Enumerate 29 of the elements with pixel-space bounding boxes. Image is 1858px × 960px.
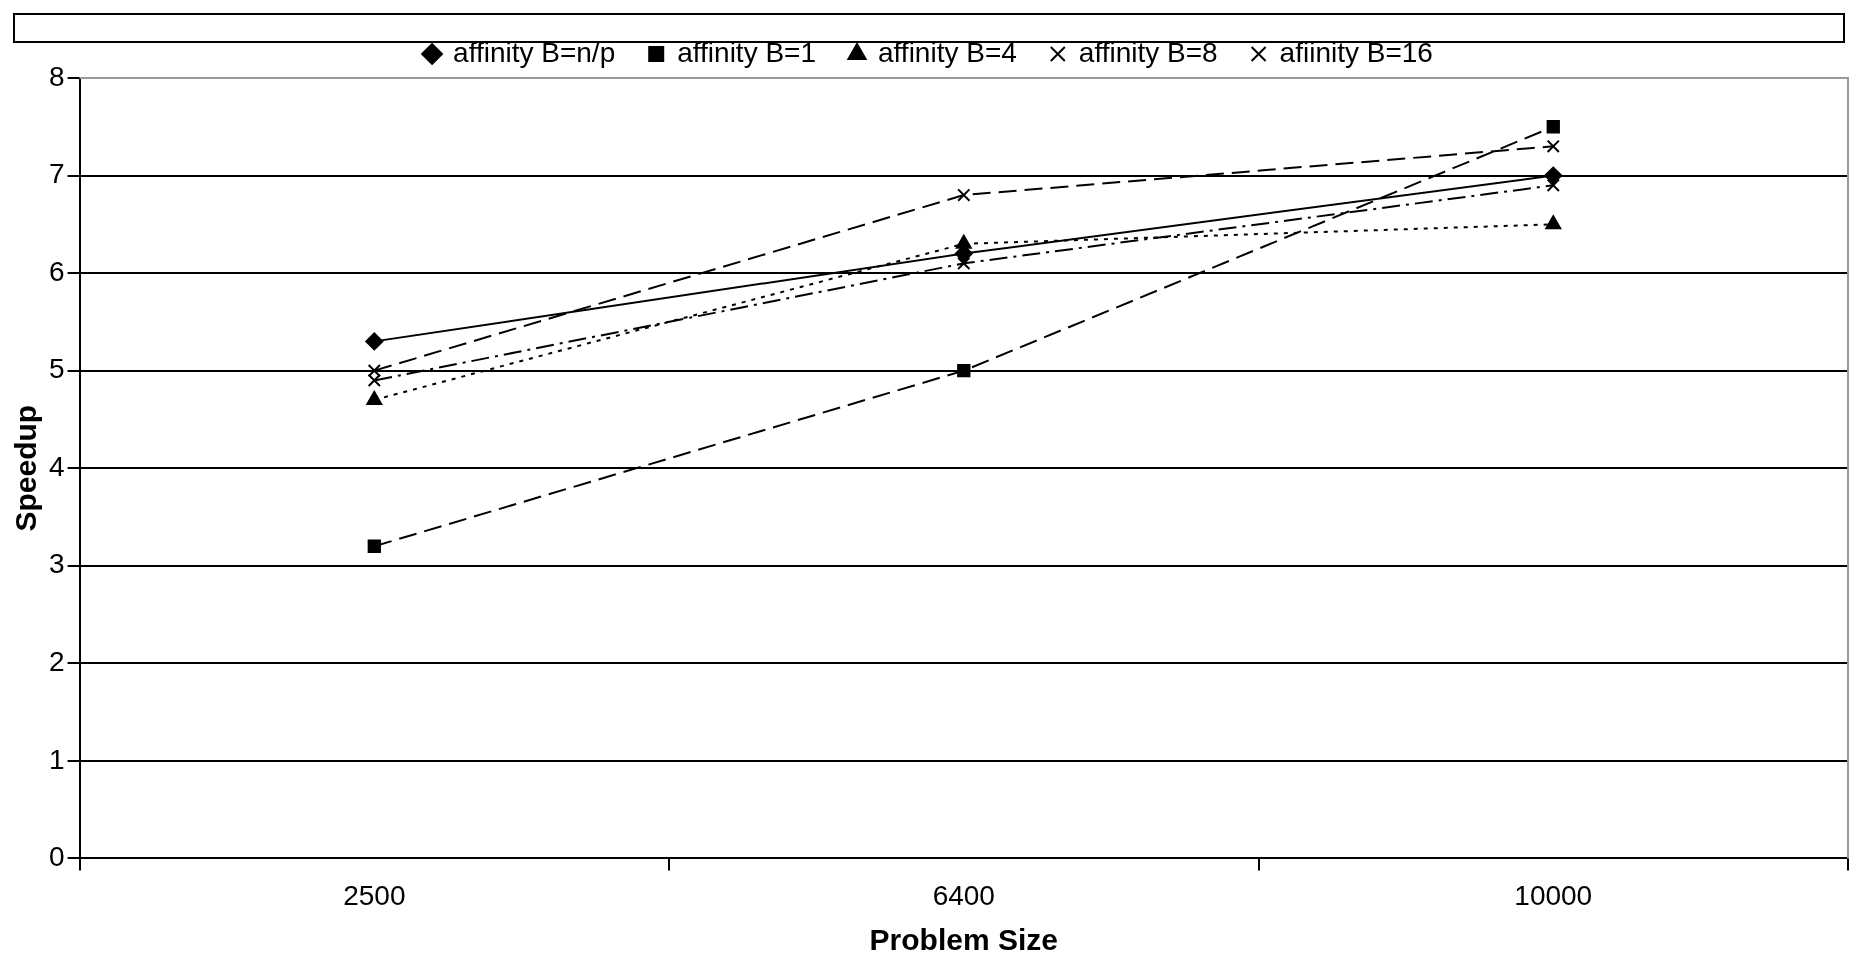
y-tick-label: 8: [48, 60, 65, 92]
x-tick-label: 10000: [1514, 879, 1593, 911]
legend-label: affinity B=1: [677, 36, 817, 68]
y-tick-label: 4: [48, 450, 65, 482]
point: [1544, 166, 1563, 185]
point: [957, 256, 971, 270]
point: [365, 332, 384, 351]
x-tick-label: 2500: [343, 879, 406, 911]
point: [1546, 139, 1560, 153]
x-tick-label: 6400: [932, 879, 995, 911]
y-tick-label: 3: [48, 548, 65, 580]
y-tick-label: 6: [48, 255, 65, 287]
legend-label: affinity B=8: [1078, 36, 1218, 68]
y-tick-label: 1: [48, 743, 65, 775]
y-tick-label: 5: [48, 353, 65, 385]
legend-label: affinity B=4: [878, 36, 1017, 68]
legend-label: affinity B=n/p: [453, 36, 616, 68]
y-tick-label: 0: [48, 841, 65, 873]
legend-label: afiinity B=16: [1279, 36, 1433, 68]
x-axis-title: Problem Size: [869, 923, 1058, 957]
y-tick-label: 2: [48, 646, 65, 678]
point: [367, 539, 381, 553]
y-axis-title: Speedup: [9, 404, 43, 532]
point: [1546, 120, 1560, 134]
point: [957, 363, 971, 378]
y-tick-label: 7: [48, 158, 65, 190]
point: [1545, 215, 1562, 230]
point: [957, 188, 971, 202]
point: [1546, 178, 1560, 192]
